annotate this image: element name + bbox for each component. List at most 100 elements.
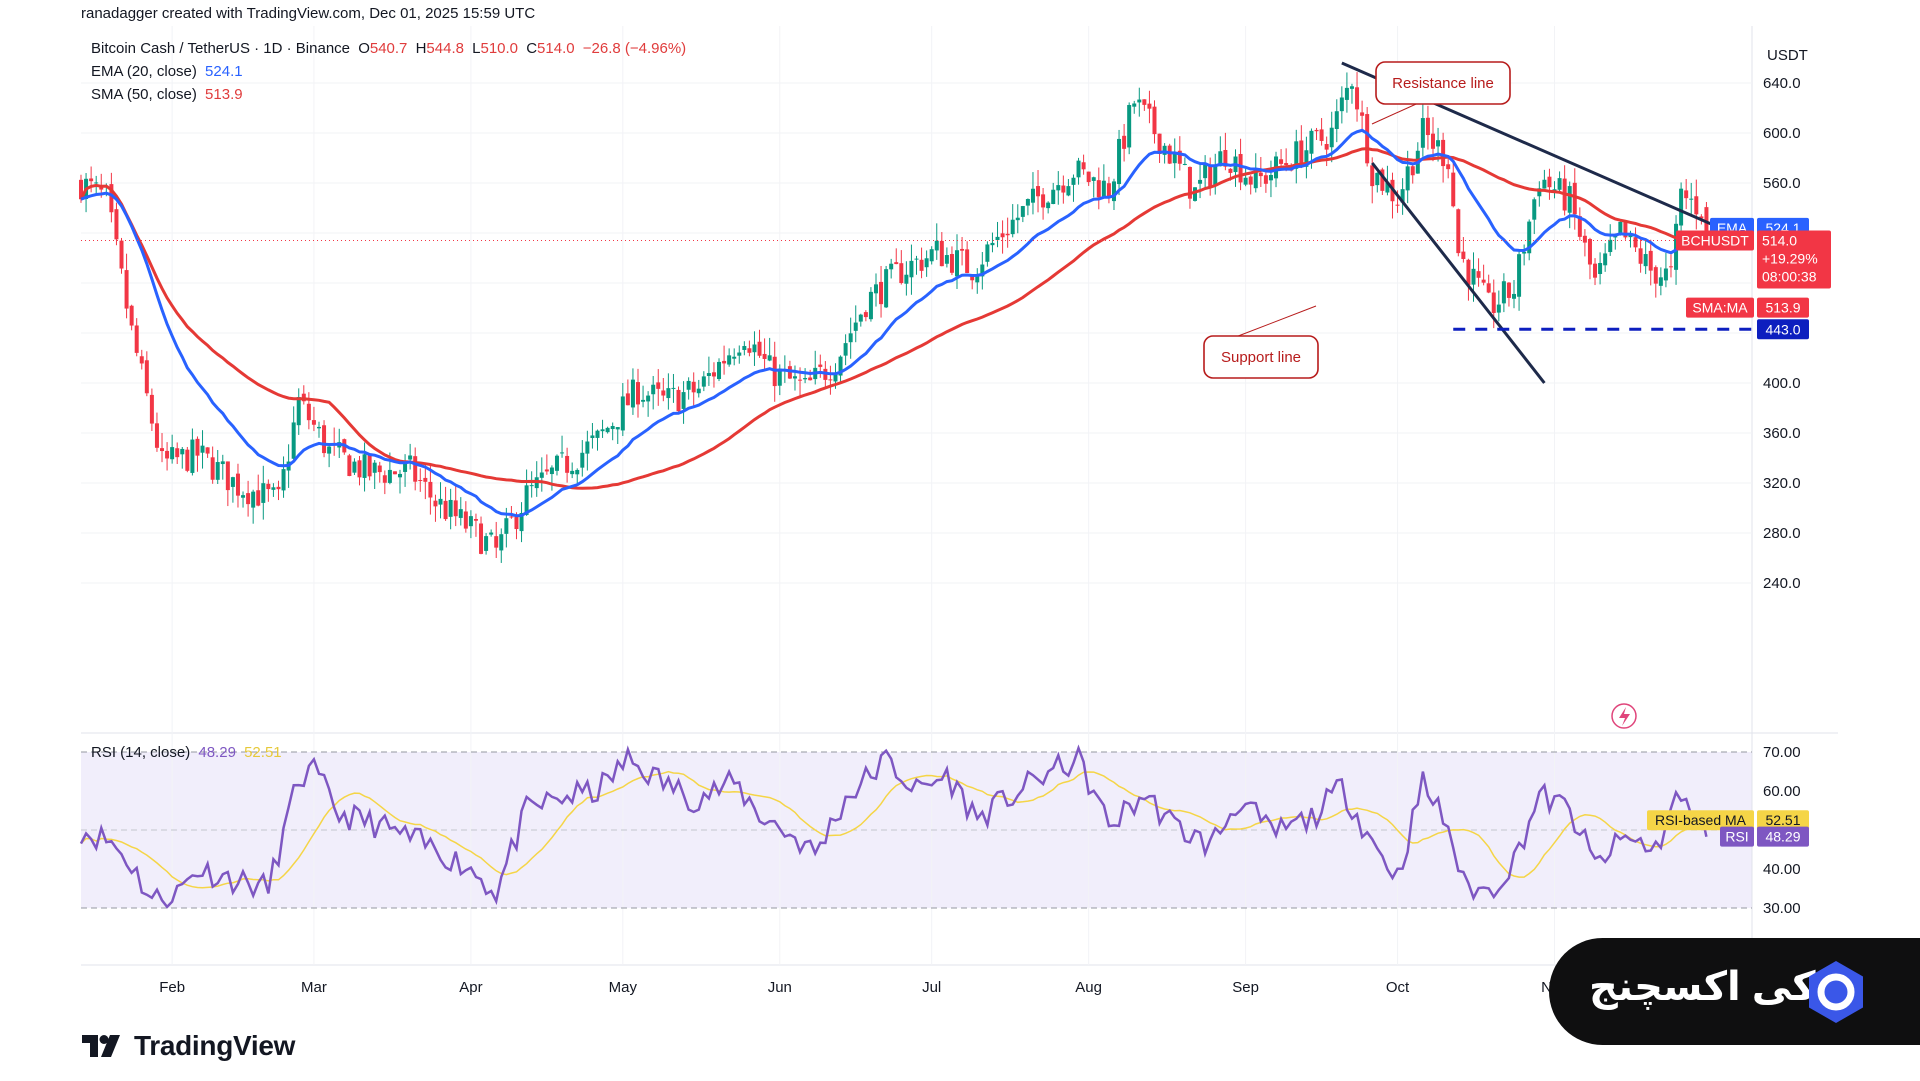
candle-body <box>1208 165 1213 187</box>
candle-body <box>1157 133 1162 154</box>
tradingview-logo[interactable]: TradingView <box>82 1030 295 1062</box>
candle-body <box>1532 199 1537 220</box>
candle-body <box>114 209 119 240</box>
candle-body <box>1177 150 1182 164</box>
candle-body <box>727 355 732 365</box>
candle-body <box>230 477 235 487</box>
candle-body <box>1385 182 1390 193</box>
candle-body <box>625 393 630 406</box>
candle-body <box>575 469 580 475</box>
candle-body <box>767 355 772 361</box>
candle-body <box>636 382 640 405</box>
sma-tag-text: SMA:MA <box>1692 300 1748 316</box>
candle-body <box>1091 177 1096 181</box>
candle-body <box>494 536 499 548</box>
candle-body <box>362 454 367 478</box>
candle-body <box>1582 235 1587 243</box>
candle-body <box>398 473 403 478</box>
rsi-axis-tick: 60.00 <box>1763 783 1801 800</box>
candle-body <box>1243 177 1248 185</box>
rsi-ma-tag: RSI-based MA <box>1647 810 1754 831</box>
candle-body <box>762 353 767 359</box>
candle-body <box>1284 163 1289 165</box>
candle-body <box>1608 239 1613 253</box>
candle-body <box>327 446 332 454</box>
candle-body <box>965 249 970 273</box>
candle-body <box>939 240 944 267</box>
candle-body <box>711 372 716 377</box>
price-axis-tick: 640.0 <box>1763 75 1801 92</box>
candle-body <box>696 388 701 394</box>
candle-body <box>347 455 352 477</box>
candle-body <box>701 376 706 387</box>
candle-body <box>1699 216 1704 219</box>
rsi-ma-value-tag-bg <box>1757 810 1809 831</box>
candle-body <box>134 325 139 353</box>
candle-body <box>94 182 99 184</box>
candle-body <box>291 422 296 459</box>
candle-body <box>757 341 762 356</box>
candle-body <box>1471 268 1476 285</box>
candle-body <box>1213 165 1218 186</box>
time-axis-label: Oct <box>1386 979 1410 996</box>
resistance-callout-text: Resistance line <box>1392 75 1494 92</box>
candle-body <box>1689 198 1694 200</box>
sma-50-line <box>79 147 1707 490</box>
candle-body <box>154 423 159 448</box>
support-trendline <box>1371 162 1546 384</box>
candle-body <box>889 263 894 270</box>
candle-body <box>1005 233 1010 236</box>
candle-body <box>828 379 833 381</box>
candle-body <box>468 516 473 527</box>
candle-body <box>676 389 681 412</box>
legend-rsi-row[interactable]: RSI (14, close) 48.29 52.51 <box>91 744 282 761</box>
legend-open-value: 540.7 <box>369 40 408 57</box>
candle-body <box>1314 129 1319 132</box>
candle-body <box>484 536 489 551</box>
candle-body <box>1400 189 1405 203</box>
candle-body <box>509 516 514 518</box>
candle-body <box>1304 150 1309 167</box>
legend-ema-label: EMA (20, close) <box>91 63 197 80</box>
candle-body <box>387 469 392 483</box>
candle-body <box>560 452 565 454</box>
candle-body <box>610 426 615 430</box>
candle-body <box>1512 293 1517 299</box>
candle-body <box>990 242 995 246</box>
legend-sma-value: 513.9 <box>205 86 243 103</box>
candle-body <box>529 485 534 487</box>
candle-body <box>408 455 413 460</box>
candle-body <box>205 447 210 454</box>
sma-value-tag-text: 513.9 <box>1765 300 1800 316</box>
legend-sma-row[interactable]: SMA (50, close) 513.9 <box>91 86 243 103</box>
candle-body <box>119 240 124 269</box>
legend-low-label: L <box>472 40 481 57</box>
candle-body <box>1076 160 1081 178</box>
legend-ema-row[interactable]: EMA (20, close) 524.1 <box>91 63 243 80</box>
candle-body <box>1668 266 1673 268</box>
candle-body <box>570 470 575 475</box>
candle-body <box>1506 282 1511 298</box>
candle-body <box>200 445 205 453</box>
candle-body <box>514 516 519 530</box>
time-axis-label: May <box>609 979 638 996</box>
legend-sma-label: SMA (50, close) <box>91 86 197 103</box>
price-axis-tick: 320.0 <box>1763 475 1801 492</box>
candle-body <box>1517 254 1522 297</box>
brand-watermark: اوکی اکسچنج <box>1549 938 1920 1045</box>
brand-logo-icon <box>1809 961 1863 1023</box>
candle-body <box>433 500 438 507</box>
candle-body <box>1248 176 1253 185</box>
legend-symbol[interactable]: Bitcoin Cash / TetherUS · 1D · Binance <box>91 40 351 57</box>
candle-body <box>651 384 656 395</box>
candle-body <box>1324 144 1329 150</box>
candle-body <box>914 258 919 260</box>
candle-body <box>1436 140 1441 147</box>
candle-body <box>1587 239 1592 265</box>
lightning-icon <box>1611 703 1637 729</box>
candle-body <box>580 452 585 468</box>
legend-change: −26.8 (−4.96%) <box>582 40 687 57</box>
candle-body <box>382 475 387 483</box>
